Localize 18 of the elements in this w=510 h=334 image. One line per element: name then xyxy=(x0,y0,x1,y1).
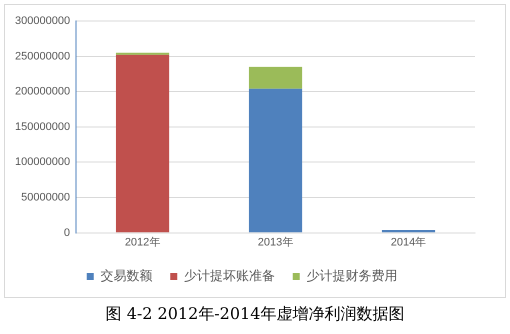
text: 图 4-2 2012年-2014年虚增净利润数据图 xyxy=(104,304,406,325)
y-tick-label: 0 xyxy=(64,226,70,239)
legend-label: 交易数额 xyxy=(100,268,152,284)
bar xyxy=(382,230,436,232)
legend-label: 少计提坏账准备 xyxy=(184,268,275,284)
bar xyxy=(248,66,302,89)
x-tick-label: 2012年 xyxy=(124,236,160,248)
x-tick-label: 2013年 xyxy=(258,236,294,248)
x-tick-label: 2014年 xyxy=(390,236,426,248)
y-tick-label: 300000000 xyxy=(14,15,70,28)
bar xyxy=(116,54,170,232)
bar xyxy=(248,88,302,232)
y-tick-label: 250000000 xyxy=(14,50,70,62)
y-tick-label: 150000000 xyxy=(14,120,70,133)
legend-label: 少计提财务费用 xyxy=(306,268,398,284)
y-tick-label: 50000000 xyxy=(21,192,70,204)
y-tick-label: 100000000 xyxy=(14,156,70,168)
y-tick-label: 200000000 xyxy=(14,86,70,98)
